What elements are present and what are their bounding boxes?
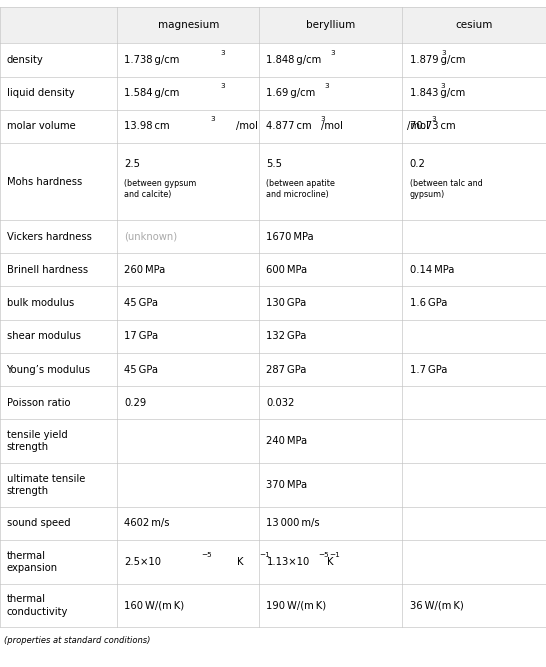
Text: −5: −5 [318,552,329,558]
Text: 1.6 GPa: 1.6 GPa [410,298,447,308]
Text: (between gypsum
and calcite): (between gypsum and calcite) [124,179,197,199]
Text: cesium: cesium [455,20,493,30]
Text: 3: 3 [441,49,446,55]
Text: 45 GPa: 45 GPa [124,364,158,374]
Text: (between talc and
gypsum): (between talc and gypsum) [410,179,482,199]
Text: shear modulus: shear modulus [7,331,81,342]
Text: −1: −1 [329,552,340,558]
Text: 1.848 g/cm: 1.848 g/cm [266,55,322,65]
Text: 3: 3 [210,116,215,122]
Text: density: density [7,55,43,65]
Text: liquid density: liquid density [7,88,74,98]
Bar [0,7,546,43]
Text: Young’s modulus: Young’s modulus [7,364,91,374]
Text: 287 GPa: 287 GPa [266,364,307,374]
Text: 4602 m/s: 4602 m/s [124,518,170,528]
Text: 13 000 m/s: 13 000 m/s [266,518,320,528]
Text: (between apatite
and microcline): (between apatite and microcline) [266,179,335,199]
Text: 17 GPa: 17 GPa [124,331,158,342]
Text: 4.877 cm: 4.877 cm [266,121,312,131]
Text: 240 MPa: 240 MPa [266,436,307,446]
Text: Vickers hardness: Vickers hardness [7,231,91,241]
Text: 3: 3 [324,83,329,89]
Text: 190 W/(m K): 190 W/(m K) [266,600,327,610]
Text: /mol: /mol [236,121,258,131]
Text: thermal
conductivity: thermal conductivity [7,594,68,617]
Text: −5: −5 [201,552,212,558]
Text: 1670 MPa: 1670 MPa [266,231,314,241]
Text: Mohs hardness: Mohs hardness [7,177,82,187]
Text: 1.13×10: 1.13×10 [266,557,310,567]
Text: 0.2: 0.2 [410,159,425,169]
Text: 1.7 GPa: 1.7 GPa [410,364,447,374]
Text: beryllium: beryllium [306,20,355,30]
Text: K: K [235,557,244,567]
Text: 36 W/(m K): 36 W/(m K) [410,600,463,610]
Text: 160 W/(m K): 160 W/(m K) [124,600,185,610]
Text: 70.73 cm: 70.73 cm [410,121,455,131]
Text: 370 MPa: 370 MPa [266,480,307,490]
Text: 3: 3 [330,49,335,55]
Text: (properties at standard conditions): (properties at standard conditions) [4,636,151,645]
Text: 1.879 g/cm: 1.879 g/cm [410,55,465,65]
Text: 2.5×10: 2.5×10 [124,557,162,567]
Text: K: K [325,557,334,567]
Text: 3: 3 [441,83,446,89]
Text: 45 GPa: 45 GPa [124,298,158,308]
Text: −1: −1 [259,552,270,558]
Text: 5.5: 5.5 [266,159,282,169]
Text: 3: 3 [321,116,325,122]
Text: 0.14 MPa: 0.14 MPa [410,265,454,275]
Text: bulk modulus: bulk modulus [7,298,74,308]
Text: 3: 3 [431,116,436,122]
Text: ultimate tensile
strength: ultimate tensile strength [7,474,85,496]
Text: 130 GPa: 130 GPa [266,298,307,308]
Text: 600 MPa: 600 MPa [266,265,307,275]
Text: /mol: /mol [407,121,429,131]
Text: 1.69 g/cm: 1.69 g/cm [266,88,316,98]
Text: thermal
expansion: thermal expansion [7,551,58,573]
Text: 1.843 g/cm: 1.843 g/cm [410,88,465,98]
Text: sound speed: sound speed [7,518,70,528]
Text: 132 GPa: 132 GPa [266,331,307,342]
Text: 0.032: 0.032 [266,398,295,408]
Text: magnesium: magnesium [158,20,219,30]
Text: Brinell hardness: Brinell hardness [7,265,88,275]
Text: molar volume: molar volume [7,121,75,131]
Text: 1.738 g/cm: 1.738 g/cm [124,55,180,65]
Text: 0.29: 0.29 [124,398,147,408]
Text: 1.584 g/cm: 1.584 g/cm [124,88,180,98]
Text: 2.5: 2.5 [124,159,140,169]
Text: 3: 3 [220,83,225,89]
Text: tensile yield
strength: tensile yield strength [7,430,67,452]
Text: 13.98 cm: 13.98 cm [124,121,170,131]
Text: 3: 3 [220,49,225,55]
Text: 260 MPa: 260 MPa [124,265,166,275]
Text: Poisson ratio: Poisson ratio [7,398,70,408]
Text: (unknown): (unknown) [124,231,177,241]
Text: /mol: /mol [321,121,343,131]
